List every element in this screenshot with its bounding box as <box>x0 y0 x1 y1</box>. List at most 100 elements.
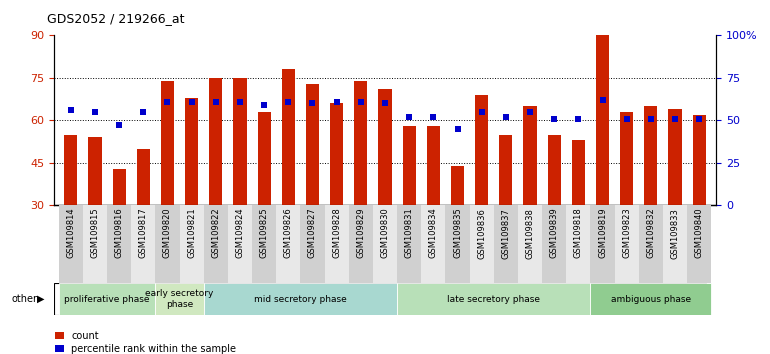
Text: GSM109818: GSM109818 <box>574 208 583 258</box>
Point <box>596 97 608 103</box>
Point <box>162 99 174 104</box>
Point <box>669 116 681 121</box>
Point <box>572 116 584 121</box>
Text: GSM109814: GSM109814 <box>66 208 75 258</box>
Point <box>403 114 415 120</box>
Bar <box>59 283 156 315</box>
Bar <box>547 135 561 205</box>
Text: other: other <box>12 294 38 304</box>
Bar <box>156 205 179 283</box>
Bar <box>639 205 663 283</box>
Point <box>427 114 440 120</box>
Bar <box>494 205 518 283</box>
Bar <box>64 135 78 205</box>
Point <box>65 107 77 113</box>
Point <box>693 116 705 121</box>
Text: GSM109819: GSM109819 <box>598 208 607 258</box>
Legend: count, percentile rank within the sample: count, percentile rank within the sample <box>51 327 240 354</box>
Point <box>500 114 512 120</box>
Bar <box>131 205 156 283</box>
Bar <box>499 135 513 205</box>
Bar <box>470 205 494 283</box>
Point <box>621 116 633 121</box>
Bar <box>524 106 537 205</box>
Bar <box>83 205 107 283</box>
Text: mid secretory phase: mid secretory phase <box>254 295 346 304</box>
Text: GSM109822: GSM109822 <box>211 208 220 258</box>
Text: GSM109832: GSM109832 <box>646 208 655 258</box>
Point <box>548 116 561 121</box>
Bar <box>300 205 325 283</box>
Point <box>209 99 222 104</box>
Bar <box>282 69 295 205</box>
Bar <box>306 84 319 205</box>
Bar <box>349 205 373 283</box>
Bar <box>518 205 542 283</box>
Text: GSM109838: GSM109838 <box>525 208 534 258</box>
Text: GSM109815: GSM109815 <box>91 208 99 258</box>
Bar <box>397 283 591 315</box>
Bar <box>571 140 585 205</box>
Text: GSM109833: GSM109833 <box>671 208 679 258</box>
Point <box>644 116 657 121</box>
Bar <box>161 81 174 205</box>
Text: GSM109823: GSM109823 <box>622 208 631 258</box>
Text: ▶: ▶ <box>37 294 45 304</box>
Point <box>524 109 536 115</box>
Point <box>355 99 367 104</box>
Bar <box>204 205 228 283</box>
Bar <box>233 78 246 205</box>
Point <box>282 99 294 104</box>
Text: GSM109839: GSM109839 <box>550 208 559 258</box>
Bar <box>112 169 126 205</box>
Bar <box>228 205 252 283</box>
Point <box>234 99 246 104</box>
Bar <box>330 103 343 205</box>
Text: GSM109836: GSM109836 <box>477 208 486 258</box>
Bar <box>445 205 470 283</box>
Bar <box>620 112 633 205</box>
Point <box>330 99 343 104</box>
Bar <box>451 166 464 205</box>
Bar <box>596 35 609 205</box>
Text: GSM109830: GSM109830 <box>380 208 390 258</box>
Bar <box>692 115 706 205</box>
Bar <box>373 205 397 283</box>
Text: GSM109826: GSM109826 <box>284 208 293 258</box>
Bar <box>209 78 223 205</box>
Text: GSM109816: GSM109816 <box>115 208 124 258</box>
Text: GSM109831: GSM109831 <box>405 208 413 258</box>
Text: GSM109817: GSM109817 <box>139 208 148 258</box>
Bar <box>668 109 681 205</box>
Point <box>451 126 464 132</box>
Point <box>113 122 126 128</box>
Bar <box>591 205 614 283</box>
Point <box>306 101 319 106</box>
Bar <box>354 81 367 205</box>
Bar <box>107 205 131 283</box>
Bar <box>137 149 150 205</box>
Point <box>186 99 198 104</box>
Bar <box>591 283 711 315</box>
Text: GSM109827: GSM109827 <box>308 208 317 258</box>
Text: proliferative phase: proliferative phase <box>65 295 150 304</box>
Text: GSM109828: GSM109828 <box>332 208 341 258</box>
Bar <box>59 205 83 283</box>
Text: GSM109829: GSM109829 <box>357 208 365 258</box>
Text: GSM109840: GSM109840 <box>695 208 704 258</box>
Bar <box>325 205 349 283</box>
Point <box>379 101 391 106</box>
Point <box>258 102 270 108</box>
Text: early secretory
phase: early secretory phase <box>146 290 214 309</box>
Bar <box>204 283 397 315</box>
Bar <box>566 205 591 283</box>
Bar <box>421 205 445 283</box>
Text: late secretory phase: late secretory phase <box>447 295 541 304</box>
Bar <box>614 205 639 283</box>
Bar <box>185 98 199 205</box>
Bar <box>663 205 687 283</box>
Bar <box>257 112 271 205</box>
Text: ambiguous phase: ambiguous phase <box>611 295 691 304</box>
Bar <box>687 205 711 283</box>
Bar <box>542 205 566 283</box>
